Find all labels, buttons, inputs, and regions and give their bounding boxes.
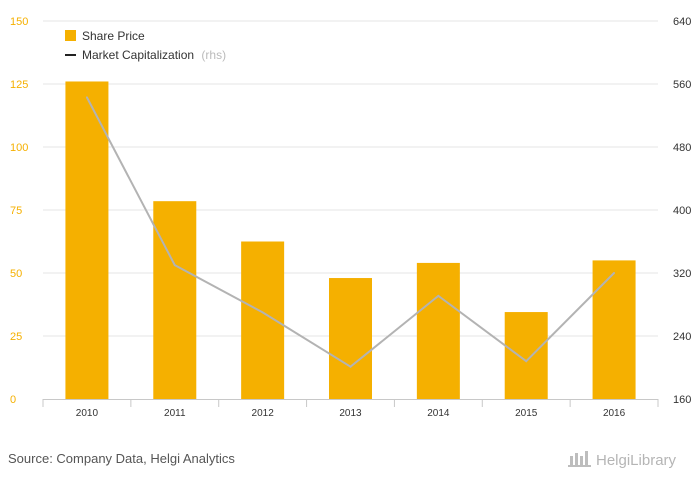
bar-share-price-2012 <box>241 241 285 399</box>
right-axis-tick-label: 560 <box>673 79 691 91</box>
legend-label-share-price: Share Price <box>82 29 145 43</box>
left-axis-tick-label: 25 <box>10 331 22 343</box>
axes: 0 25 50 75 100 125 150 160 240 320 400 480 560 640 201… <box>10 16 691 419</box>
legend: Share Price Market Capitalization (rhs) <box>65 29 226 62</box>
x-axis-tick-label: 2011 <box>164 408 186 419</box>
market-cap-point-2016 <box>613 272 616 274</box>
market-cap-point-2013 <box>349 365 352 368</box>
x-axis-tick-label: 2012 <box>252 408 275 419</box>
market-cap-point-2012 <box>261 311 264 314</box>
right-axis-tick-label: 400 <box>673 205 691 217</box>
legend-label-market-cap: Market Capitalization <box>82 48 194 62</box>
left-axis-tick-label: 125 <box>10 79 28 91</box>
right-axis-tick-label: 480 <box>673 142 691 154</box>
legend-swatch-share-price <box>65 30 76 41</box>
x-axis-tick-label: 2014 <box>427 408 450 419</box>
left-axis-tick-label: 50 <box>10 268 22 280</box>
legend-note-rhs: (rhs) <box>201 48 226 62</box>
left-axis-tick-label: 100 <box>10 142 28 154</box>
bar-share-price-2010 <box>65 81 109 399</box>
x-axis-tick-label: 2013 <box>339 408 362 419</box>
left-axis-tick-label: 0 <box>10 394 16 406</box>
left-axis-tick-label: 150 <box>10 16 28 28</box>
helgi-library-logo: HelgiLibrary <box>568 451 677 469</box>
bar-series-share-price <box>65 81 636 399</box>
line-series-market-cap <box>85 96 616 368</box>
bar-share-price-2014 <box>416 262 460 399</box>
right-axis-tick-label: 160 <box>673 394 691 406</box>
x-axis-tick-label: 2016 <box>603 408 626 419</box>
market-cap-point-2015 <box>525 360 528 363</box>
x-axis-tick-label: 2010 <box>76 408 99 419</box>
bar-share-price-2016 <box>592 260 636 399</box>
library-building-icon <box>568 451 591 467</box>
bar-share-price-2011 <box>153 201 197 399</box>
right-axis-tick-label: 640 <box>673 16 691 28</box>
right-axis-tick-label: 240 <box>673 331 691 343</box>
market-cap-point-2011 <box>173 264 176 267</box>
right-axis-tick-label: 320 <box>673 268 691 280</box>
source-note: Source: Company Data, Helgi Analytics <box>8 451 235 466</box>
bar-share-price-2015 <box>504 312 548 399</box>
market-cap-point-2010 <box>85 96 88 99</box>
bar-share-price-2013 <box>329 278 372 399</box>
x-axis-tick-label: 2015 <box>515 408 538 419</box>
left-axis-tick-label: 75 <box>10 205 22 217</box>
market-cap-point-2014 <box>437 294 440 297</box>
logo-text: HelgiLibrary <box>596 452 677 469</box>
svg-text:Market Capitalization (r: Market Capitalization (rhs) <box>82 48 226 62</box>
